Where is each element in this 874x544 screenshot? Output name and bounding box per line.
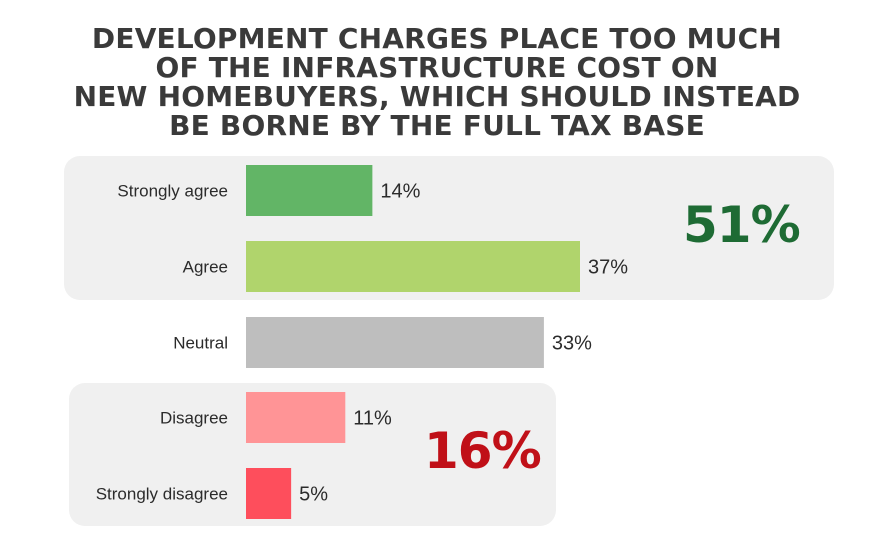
- category-label-disagree: Disagree: [160, 409, 228, 428]
- category-label-strongly-disagree: Strongly disagree: [96, 485, 228, 504]
- category-label-agree: Agree: [183, 258, 228, 277]
- value-label-neutral: 33%: [552, 333, 592, 355]
- agree-total-label: 51%: [683, 196, 801, 254]
- value-label-strongly-disagree: 5%: [299, 484, 328, 506]
- category-label-neutral: Neutral: [173, 334, 228, 353]
- value-label-disagree: 11%: [353, 408, 392, 430]
- title-line-4: BE BORNE BY THE FULL TAX BASE: [169, 109, 705, 142]
- bar-agree: [246, 241, 580, 292]
- title-line-2: OF THE INFRASTRUCTURE COST ON: [155, 51, 719, 84]
- category-label-strongly-agree: Strongly agree: [117, 182, 228, 201]
- chart-title: DEVELOPMENT CHARGES PLACE TOO MUCH OF TH…: [0, 24, 874, 140]
- title-line-1: DEVELOPMENT CHARGES PLACE TOO MUCH: [91, 22, 783, 55]
- bar-disagree: [246, 392, 346, 443]
- value-label-strongly-agree: 14%: [380, 181, 420, 203]
- value-label-agree: 37%: [588, 257, 628, 279]
- bar-strongly-disagree: [246, 468, 292, 519]
- bar-strongly-agree: [246, 165, 373, 216]
- disagree-total-label: 16%: [424, 422, 542, 480]
- title-line-3: NEW HOMEBUYERS, WHICH SHOULD INSTEAD: [73, 80, 801, 113]
- bar-neutral: [246, 317, 544, 368]
